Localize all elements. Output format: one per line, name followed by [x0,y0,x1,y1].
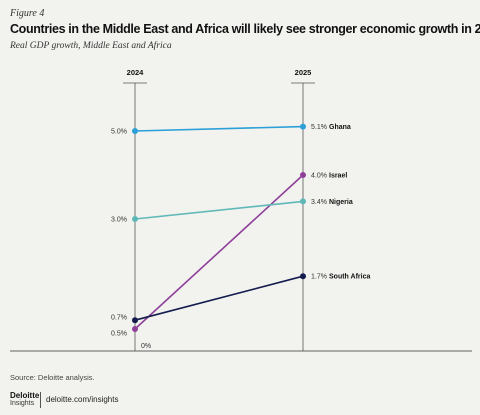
brand-name: Deloitte [10,391,40,400]
series-line-israel [134,174,304,330]
brand-sub: Insights [10,400,35,407]
value-label-2025-ghana: 5.1% [311,124,327,131]
point-2025-south-africa [300,273,306,280]
series-name-israel: Israel [329,173,347,180]
chart-data-labels: 5.0% 5.1% Ghana 0.5% 4.0% Israel 3.0% 3.4% Niger… [111,124,370,337]
value-label-2024-ghana: 5.0% [111,129,127,136]
brand-logo[interactable]: Deloitte Insights [10,391,39,408]
baseline-label: 0% [141,343,151,350]
point-2024-south-africa [132,317,138,324]
source-note: Source: Deloitte analysis. [10,373,95,382]
value-label-2025-israel: 4.0% [311,173,327,180]
value-label-2024-south-africa: 0.7% [111,315,127,322]
value-label-2025-nigeria: 3.4% [311,199,327,206]
chart-series-lines [134,125,304,330]
brand-url-link[interactable]: deloitte.com/insights [46,395,119,404]
point-2025-nigeria [300,198,306,205]
year-header-2025: 2025 [295,68,312,77]
point-2024-israel [132,326,138,332]
point-2025-israel [300,172,306,178]
figure-label: Figure 4 [10,8,45,19]
chart-series-points [132,123,306,332]
value-label-2025-south-africa: 1.7% [311,274,327,281]
series-line-nigeria [134,200,304,220]
brand-divider [40,392,41,408]
chart-subtitle: Real GDP growth, Middle East and Africa [10,41,172,51]
point-2025-ghana [300,123,306,130]
series-line-south-africa [134,275,304,321]
value-label-2024-israel: 0.5% [111,331,127,338]
point-2024-nigeria [132,216,138,222]
point-2024-ghana [132,128,138,134]
series-name-nigeria: Nigeria [329,199,353,206]
series-name-ghana: Ghana [329,124,351,131]
year-header-2024: 2024 [127,68,145,77]
series-name-south-africa: South Africa [329,274,370,281]
chart-axes: 2024 2025 0% [10,68,472,352]
chart-title: Countries in the Middle East and Africa … [10,22,480,36]
value-label-2024-nigeria: 3.0% [111,217,127,224]
series-line-ghana [134,125,304,132]
